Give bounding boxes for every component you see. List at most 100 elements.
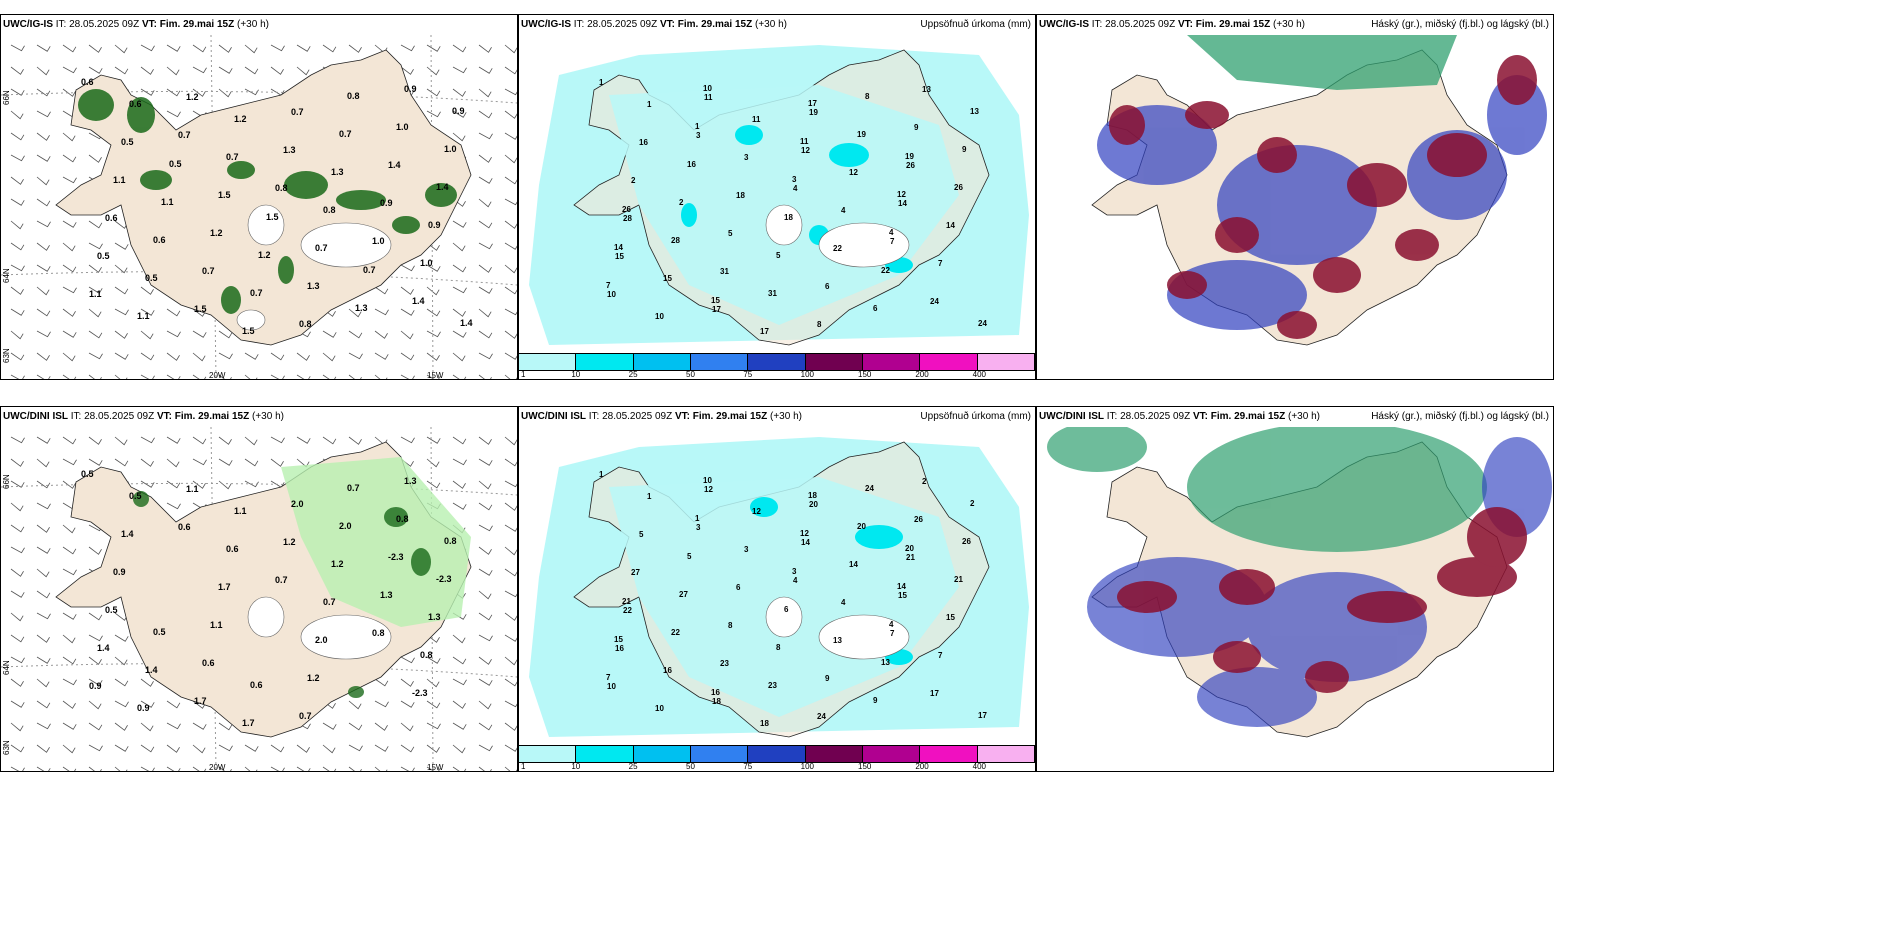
wind-barb	[88, 308, 102, 318]
legend-swatch	[690, 354, 749, 370]
wind-barb	[114, 330, 128, 339]
wind-barb	[452, 744, 466, 754]
wind-barb	[114, 678, 129, 687]
wind-barb	[114, 458, 129, 467]
panel-title: UWC/DINI ISL IT: 28.05.2025 09Z VT: Fim.…	[3, 411, 284, 422]
value-label: 0.9	[404, 84, 417, 94]
wind-barb	[62, 374, 77, 379]
wind-barb	[426, 700, 441, 709]
wind-barb	[452, 436, 467, 445]
wind-barb	[452, 132, 466, 142]
wind-barb	[140, 458, 154, 467]
wind-barb	[10, 220, 24, 230]
value-label: 1	[599, 78, 604, 87]
wind-barb	[62, 612, 77, 620]
legend-swatch	[862, 354, 921, 370]
wind-barb	[36, 590, 51, 599]
value-label: 1.2	[234, 114, 247, 124]
wind-barb	[478, 374, 492, 379]
wind-barb	[478, 88, 492, 98]
wind-barb	[504, 700, 517, 708]
panel-title: UWC/IG-IS IT: 28.05.2025 09Z VT: Fim. 29…	[521, 19, 787, 30]
wind-barb	[88, 286, 103, 294]
legend-label: 1	[521, 762, 526, 771]
wind-barb	[10, 242, 25, 251]
value-label: 0.9	[380, 198, 393, 208]
wind-barb	[88, 678, 103, 686]
snow-map-dini: 0.5 0.6 0.7 0.8 0.9 1.1 1.2 1.3 1.4 1.7 2.0 -2.3 0.5…	[1, 427, 517, 771]
wind-barb	[374, 308, 389, 316]
wind-barb	[504, 374, 517, 379]
value-label: 1.2	[331, 559, 344, 569]
value-label: 0.7	[226, 152, 239, 162]
value-label: 0.5	[105, 605, 118, 615]
value-label: 1.1	[186, 484, 199, 494]
wind-barb	[426, 722, 441, 730]
wind-barb	[140, 352, 155, 361]
wind-barb	[88, 458, 103, 466]
value-label: 26	[954, 183, 963, 192]
legend-swatch	[576, 354, 634, 370]
value-label: 14	[898, 199, 907, 208]
value-label: 1.1	[234, 506, 247, 516]
wind-barb	[114, 66, 129, 75]
value-label: 1.4	[121, 529, 134, 539]
value-label: 22	[881, 266, 890, 275]
value-label: 1.7	[218, 582, 231, 592]
value-label: 4	[889, 228, 894, 237]
legend-swatch	[690, 746, 749, 762]
wind-barb	[62, 678, 77, 686]
wind-barb	[478, 700, 492, 710]
wind-barb	[504, 612, 517, 621]
wind-barb	[10, 44, 25, 52]
wind-barb	[62, 330, 77, 338]
wind-barb	[166, 502, 181, 510]
wind-barb	[452, 480, 466, 489]
value-label: 9	[914, 123, 919, 132]
wind-barb	[166, 700, 181, 709]
panel-bot-right: UWC/DINI ISL IT: 28.05.2025 09Z VT: Fim.…	[1036, 406, 1554, 772]
wind-barb	[504, 264, 517, 274]
wind-barb	[426, 110, 441, 118]
wind-barb	[114, 264, 128, 274]
panel-bot-mid: UWC/DINI ISL IT: 28.05.2025 09Z VT: Fim.…	[518, 406, 1036, 772]
value-label: 31	[768, 289, 777, 298]
wind-barb	[218, 480, 232, 490]
value-label: 13	[881, 658, 890, 667]
wind-barb	[10, 132, 25, 141]
wind-barb	[140, 88, 155, 96]
value-label: 28	[623, 214, 632, 223]
wind-barb	[114, 634, 129, 642]
wind-barb	[88, 330, 103, 339]
wind-barb	[36, 242, 50, 251]
wind-barb	[374, 678, 389, 687]
wind-barb	[426, 352, 440, 361]
wind-barb	[478, 458, 493, 466]
value-label: 17	[930, 689, 939, 698]
value-label: 18	[760, 719, 769, 728]
wind-barb	[504, 480, 517, 488]
wind-barb	[348, 766, 362, 771]
legend-swatch	[633, 746, 691, 762]
value-label: 0.5	[97, 251, 110, 261]
wind-barb	[36, 568, 50, 578]
wind-barb	[114, 744, 129, 752]
value-label: 12	[801, 146, 810, 155]
wind-barb	[36, 678, 50, 688]
legend-label: 200	[915, 370, 929, 379]
wind-barb	[478, 656, 492, 665]
value-label: 1.3	[380, 590, 393, 600]
wind-barb	[504, 198, 517, 206]
wind-barb	[452, 502, 467, 510]
legend-label: 25	[628, 762, 638, 771]
wind-barb	[10, 286, 24, 295]
wind-barb	[10, 154, 25, 162]
value-label: 14	[801, 538, 810, 547]
wind-barb	[36, 264, 51, 272]
snow-patches	[133, 491, 431, 698]
wind-barb	[400, 286, 414, 295]
snow-map-ig: 0.6 0.7 0.8 1.0 1.1 1.2 1.3 0.9 0.5 1.5 0.7 1.4 0.6 0…	[1, 35, 517, 379]
wind-barb	[478, 132, 493, 140]
wind-barb	[140, 286, 154, 295]
value-label: 1.3	[283, 145, 296, 155]
